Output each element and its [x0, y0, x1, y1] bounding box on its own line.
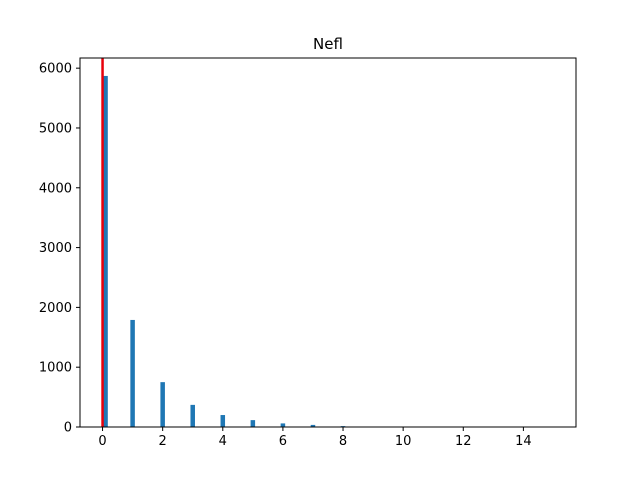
x-tick-label: 4 — [219, 434, 227, 449]
bars-group — [103, 75, 556, 427]
y-tick-label: 5000 — [39, 121, 72, 136]
histogram-bar — [250, 420, 256, 427]
y-tick-label: 6000 — [39, 62, 72, 77]
histogram-bar — [220, 415, 226, 427]
y-axis: 0 1000 2000 3000 4000 5000 6000 — [39, 62, 80, 436]
histogram-bar — [103, 75, 108, 427]
chart-title: Nefl — [313, 35, 343, 53]
x-tick-label: 8 — [339, 434, 347, 449]
y-tick-label: 4000 — [39, 181, 72, 196]
x-tick-label: 14 — [515, 434, 532, 449]
x-tick-label: 6 — [279, 434, 287, 449]
x-tick-label: 10 — [395, 434, 412, 449]
y-tick-label: 2000 — [39, 301, 72, 316]
histogram-bar — [160, 382, 165, 427]
histogram-bar — [130, 319, 135, 427]
histogram-bar — [310, 424, 316, 427]
x-tick-label: 0 — [98, 434, 106, 449]
x-tick-label: 2 — [159, 434, 167, 449]
x-tick-label: 12 — [455, 434, 472, 449]
histogram-bar — [190, 404, 195, 427]
plot-frame — [79, 57, 577, 428]
y-tick-label: 0 — [64, 421, 72, 436]
y-tick-label: 3000 — [39, 241, 72, 256]
y-tick-label: 1000 — [39, 361, 72, 376]
x-axis: 0 2 4 6 8 10 12 14 — [98, 427, 532, 449]
histogram-bar — [280, 423, 286, 427]
